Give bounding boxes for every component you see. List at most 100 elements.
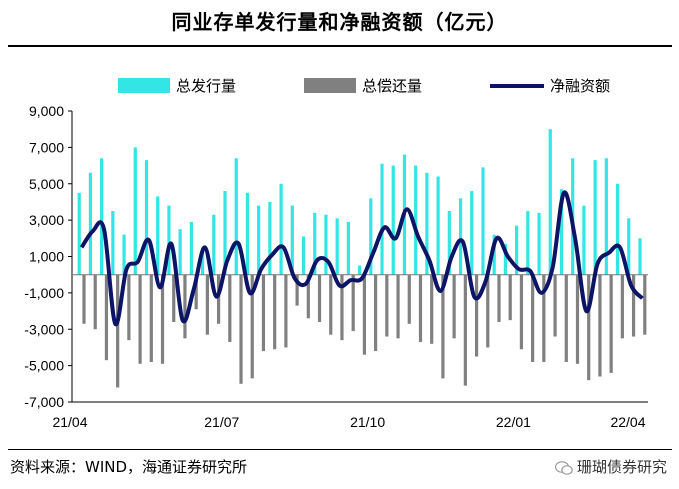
issuance-bar: [559, 189, 564, 275]
issuance-bar: [189, 221, 193, 275]
repayment-bar: [116, 274, 120, 388]
repayment-bar: [564, 274, 568, 362]
issuance-bar: [458, 198, 463, 275]
issuance-bar: [414, 165, 418, 275]
issuance-bar: [111, 211, 115, 275]
repayment-bar: [239, 274, 243, 384]
repayment-bar: [194, 274, 198, 310]
x-tick-label: 21/07: [204, 414, 239, 430]
issuance-bar: [245, 192, 250, 275]
issuance-bar: [313, 212, 317, 275]
issuance-bar: [604, 158, 608, 275]
y-tick-label: 9,000: [29, 103, 64, 119]
issuance-bar: [537, 212, 541, 275]
issuance-bar: [167, 205, 171, 275]
issuance-bar: [100, 158, 104, 275]
repayment-bar: [351, 274, 355, 332]
repayment-bar: [407, 274, 411, 324]
issuance-bar: [369, 198, 373, 275]
issuance-bar: [324, 214, 328, 275]
repayment-bar: [172, 274, 176, 322]
repayment-bar: [374, 274, 378, 352]
x-tick-label: 22/01: [496, 414, 531, 430]
y-tick-label: -5,000: [24, 358, 64, 374]
repayment-bar: [205, 274, 209, 335]
chart: 9,000 7,000 5,000 3,000 1,000 -1,000 -3,000 -5,…: [24, 77, 648, 430]
repayment-bar: [452, 274, 456, 339]
issuance-bar: [470, 191, 474, 275]
issuance-bar: [593, 160, 597, 275]
y-tick-label: 1,000: [29, 249, 64, 265]
issuance-bar: [122, 234, 126, 275]
issuance-bar: [346, 221, 350, 275]
issuance-bar: [548, 129, 552, 275]
repayment-bar: [441, 274, 445, 379]
repayment-bar: [261, 274, 266, 352]
repayment-bar: [149, 274, 153, 362]
issuance-bar: [223, 191, 227, 275]
chart-title: 同业存单发行量和净融资额（亿元）: [171, 10, 508, 34]
repayment-bar: [385, 274, 389, 337]
issuance-bar: [638, 238, 642, 275]
issuance-bar: [144, 160, 149, 275]
repayment-bar: [587, 274, 591, 381]
repayment-bar: [553, 274, 557, 337]
issuance-bar: [279, 183, 283, 275]
issuance-bar: [234, 158, 238, 275]
legend-label-repayment: 总偿还量: [362, 77, 422, 95]
repayment-bar: [340, 274, 344, 341]
x-tick-label: 21/04: [52, 414, 87, 430]
repayment-bar: [463, 274, 467, 386]
issuance-bar: [212, 214, 216, 275]
repayment-bar: [295, 274, 299, 306]
repayment-bar: [306, 274, 310, 319]
issuance-bar: [88, 172, 93, 275]
repayment-bar: [643, 274, 647, 335]
repayment-bar: [609, 274, 613, 373]
repayment-bar: [93, 274, 97, 330]
issuance-bar: [358, 265, 362, 275]
repayment-bar: [160, 274, 165, 364]
issuance-bar: [447, 211, 451, 275]
y-tick-label: 7,000: [29, 139, 64, 155]
legend-label-net: 净融资额: [550, 77, 610, 95]
repayment-bar: [250, 274, 254, 379]
repayment-bar: [228, 274, 232, 342]
wechat-icon: [554, 460, 573, 475]
net-financing-path: [79, 190, 644, 327]
issuance-bar: [257, 205, 261, 275]
issuance-bar: [492, 234, 496, 275]
repayment-bar: [620, 274, 624, 339]
repayment-bar: [329, 274, 333, 335]
issuance-bar: [380, 163, 384, 275]
repayment-bar: [273, 274, 277, 350]
repayment-bar: [82, 274, 86, 324]
bars: [77, 129, 647, 388]
repayment-bar: [508, 274, 512, 321]
title-rule: [8, 45, 672, 47]
issuance-bar: [615, 183, 620, 275]
repayment-bar: [474, 274, 479, 357]
issuance-bar: [503, 243, 508, 275]
repayment-bar: [497, 274, 501, 322]
y-tick-label: -7,000: [24, 394, 64, 410]
issuance-bar: [290, 205, 294, 275]
repayment-bar: [127, 274, 131, 341]
issuance-bar: [335, 218, 339, 275]
repayment-bar: [430, 274, 434, 344]
issuance-bar: [200, 247, 205, 275]
issuance-bar: [526, 211, 530, 275]
legend-swatch-issuance: [118, 78, 170, 93]
repayment-bar: [104, 274, 109, 361]
brand-text: 珊瑚债券研究: [576, 458, 667, 476]
repayment-bar: [362, 274, 366, 355]
repayment-bar: [531, 274, 535, 362]
y-tick-label: 3,000: [29, 212, 64, 228]
repayment-bar: [519, 274, 524, 350]
repayment-bar: [598, 274, 602, 377]
repayment-bar: [418, 274, 423, 342]
issuance-bar: [268, 201, 272, 275]
repayment-bar: [575, 274, 580, 364]
issuance-bar: [515, 225, 519, 275]
legend-swatch-repayment: [304, 78, 356, 93]
